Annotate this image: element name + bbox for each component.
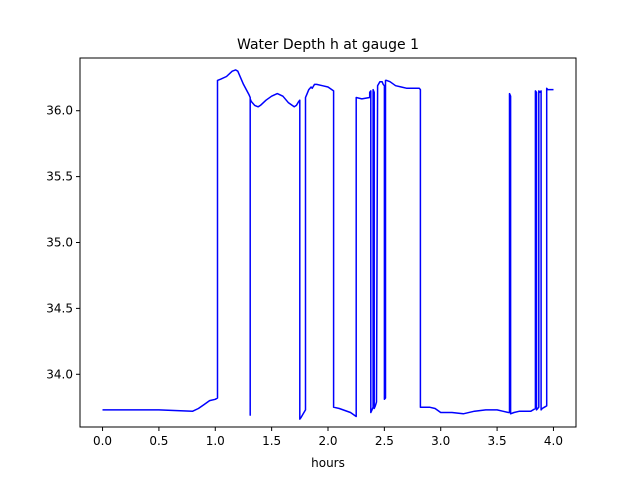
x-tick-label: 1.5 <box>262 434 281 448</box>
x-tick-label: 3.0 <box>431 434 450 448</box>
x-tick-label: 0.5 <box>149 434 168 448</box>
x-tick-label: 2.5 <box>375 434 394 448</box>
y-tick-label: 36.0 <box>46 104 73 118</box>
x-tick-label: 0.0 <box>93 434 112 448</box>
x-axis: 0.0 0.5 1.0 1.5 2.0 2.5 3.0 3.5 4.0 <box>93 427 563 448</box>
y-axis: 34.0 34.5 35.0 35.5 36.0 <box>46 104 80 381</box>
y-tick-label: 35.5 <box>46 170 73 184</box>
x-tick-label: 3.5 <box>488 434 507 448</box>
series-line-0 <box>102 69 554 420</box>
x-axis-label: hours <box>311 456 345 470</box>
y-tick-label: 34.0 <box>46 367 73 381</box>
x-tick-label: 2.0 <box>318 434 337 448</box>
x-tick-label: 1.0 <box>206 434 225 448</box>
y-tick-label: 35.0 <box>46 236 73 250</box>
y-tick-label: 34.5 <box>46 301 73 315</box>
chart-title: Water Depth h at gauge 1 <box>237 37 419 53</box>
x-tick-label: 4.0 <box>544 434 563 448</box>
plot-area <box>80 58 576 427</box>
series-layer <box>102 69 554 420</box>
